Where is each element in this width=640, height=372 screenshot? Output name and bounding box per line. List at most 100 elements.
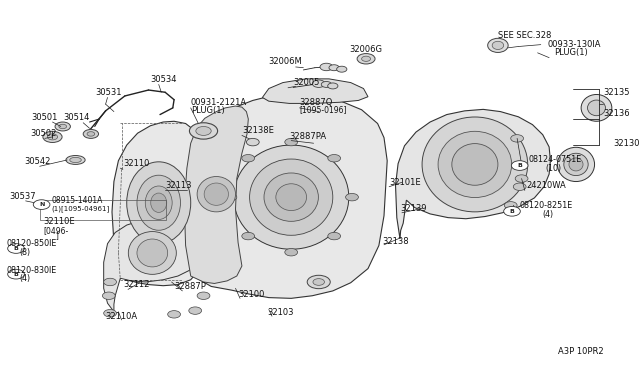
Text: 32110A: 32110A [106, 312, 138, 321]
Ellipse shape [492, 41, 504, 49]
Text: 30502: 30502 [31, 129, 57, 138]
Circle shape [8, 244, 24, 253]
Text: 08120-8251E: 08120-8251E [520, 201, 573, 210]
Polygon shape [191, 94, 387, 298]
Circle shape [104, 310, 116, 317]
Text: (4): (4) [543, 210, 554, 219]
Text: 32138: 32138 [383, 237, 410, 246]
Circle shape [224, 193, 237, 201]
Text: ]: ] [44, 231, 58, 240]
Text: 32006M: 32006M [268, 57, 302, 66]
Circle shape [102, 292, 115, 299]
Circle shape [320, 63, 333, 71]
Text: SEE SEC.328: SEE SEC.328 [498, 31, 552, 40]
Text: [0496-: [0496- [44, 226, 68, 235]
Polygon shape [262, 79, 368, 103]
Circle shape [328, 232, 340, 240]
Polygon shape [104, 218, 204, 312]
Ellipse shape [452, 144, 498, 185]
Circle shape [511, 161, 528, 170]
Text: 32887PA: 32887PA [289, 132, 326, 141]
Circle shape [511, 135, 524, 142]
Ellipse shape [569, 158, 583, 171]
Circle shape [513, 183, 526, 190]
Circle shape [504, 206, 520, 216]
Ellipse shape [204, 183, 228, 205]
Circle shape [189, 307, 202, 314]
Text: 30531: 30531 [95, 88, 122, 97]
Text: B: B [509, 209, 515, 214]
Text: B: B [13, 246, 19, 251]
Text: (10): (10) [545, 164, 561, 173]
Polygon shape [396, 109, 550, 239]
Text: (4): (4) [19, 274, 30, 283]
Circle shape [33, 200, 50, 209]
Text: 00931-2121A: 00931-2121A [191, 98, 247, 107]
Text: N: N [39, 202, 44, 207]
Text: 30537: 30537 [10, 192, 36, 201]
Circle shape [321, 81, 332, 87]
Circle shape [59, 124, 67, 129]
Circle shape [189, 123, 218, 139]
Circle shape [104, 278, 116, 286]
Text: 08915-1401A: 08915-1401A [51, 196, 102, 205]
Text: B: B [517, 163, 522, 168]
Text: [1095-0196]: [1095-0196] [300, 106, 347, 115]
Text: 32136: 32136 [603, 109, 630, 118]
Ellipse shape [145, 186, 172, 219]
Text: 32110: 32110 [123, 159, 149, 168]
Text: 30514: 30514 [63, 113, 90, 122]
Circle shape [515, 175, 528, 182]
Bar [40, 200, 166, 220]
Text: 00933-130lA: 00933-130lA [548, 40, 602, 49]
Polygon shape [112, 121, 198, 286]
Text: B: B [13, 272, 19, 277]
Circle shape [504, 202, 517, 209]
Text: PLUG(1): PLUG(1) [191, 106, 225, 115]
Ellipse shape [488, 38, 508, 52]
Text: 08120-850lE: 08120-850lE [6, 240, 57, 248]
Polygon shape [184, 106, 248, 283]
Text: 32005: 32005 [293, 78, 319, 87]
Ellipse shape [66, 155, 85, 164]
Text: 32112: 32112 [123, 280, 149, 289]
Ellipse shape [557, 147, 595, 182]
Ellipse shape [250, 159, 333, 235]
Circle shape [196, 126, 211, 135]
Circle shape [307, 275, 330, 289]
Circle shape [328, 83, 338, 89]
Ellipse shape [70, 157, 81, 163]
Circle shape [55, 122, 70, 131]
Circle shape [242, 154, 255, 162]
Text: 32887P: 32887P [174, 282, 206, 291]
Text: 32100: 32100 [238, 290, 264, 299]
Circle shape [346, 193, 358, 201]
Ellipse shape [151, 193, 166, 212]
Ellipse shape [137, 239, 168, 267]
Text: 32103: 32103 [268, 308, 294, 317]
Circle shape [337, 66, 347, 72]
Circle shape [328, 154, 340, 162]
Ellipse shape [564, 153, 588, 176]
Circle shape [285, 248, 298, 256]
Text: 32113: 32113 [165, 181, 191, 190]
Text: (8): (8) [19, 248, 30, 257]
Circle shape [246, 138, 259, 146]
Circle shape [83, 129, 99, 138]
Text: 08120-830lE: 08120-830lE [6, 266, 57, 275]
Text: PLUG(1): PLUG(1) [554, 48, 588, 57]
Circle shape [357, 54, 375, 64]
Ellipse shape [137, 175, 180, 230]
Text: 32135: 32135 [603, 88, 629, 97]
Circle shape [87, 132, 95, 136]
Ellipse shape [127, 162, 191, 244]
Circle shape [285, 138, 298, 146]
Text: (1)[1095-04961]: (1)[1095-04961] [51, 205, 109, 212]
Circle shape [47, 134, 58, 140]
Ellipse shape [581, 94, 612, 121]
Ellipse shape [276, 184, 307, 211]
Ellipse shape [438, 131, 512, 198]
Ellipse shape [197, 177, 236, 212]
Text: 30534: 30534 [150, 75, 177, 84]
Text: 32110E: 32110E [44, 217, 75, 226]
